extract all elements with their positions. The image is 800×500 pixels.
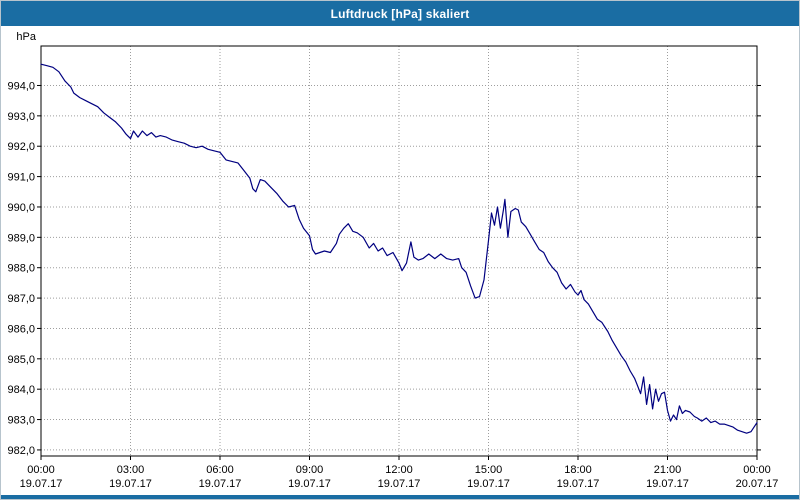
svg-text:992,0: 992,0 [7, 141, 35, 153]
svg-text:09:00: 09:00 [296, 464, 324, 476]
svg-text:993,0: 993,0 [7, 111, 35, 123]
svg-text:19.07.17: 19.07.17 [20, 478, 63, 490]
title-bar: Luftdruck [hPa] skaliert [1, 1, 799, 26]
svg-text:12:00: 12:00 [385, 464, 413, 476]
svg-text:19.07.17: 19.07.17 [646, 478, 689, 490]
svg-text:982,0: 982,0 [7, 445, 35, 457]
svg-text:00:00: 00:00 [27, 464, 55, 476]
svg-text:19.07.17: 19.07.17 [467, 478, 510, 490]
svg-text:991,0: 991,0 [7, 172, 35, 184]
svg-text:19.07.17: 19.07.17 [109, 478, 152, 490]
svg-text:18:00: 18:00 [564, 464, 592, 476]
svg-text:19.07.17: 19.07.17 [288, 478, 331, 490]
svg-text:988,0: 988,0 [7, 263, 35, 275]
bottom-bar [1, 495, 799, 499]
svg-text:03:00: 03:00 [117, 464, 145, 476]
svg-text:994,0: 994,0 [7, 80, 35, 92]
chart-title: Luftdruck [hPa] skaliert [330, 6, 470, 21]
svg-text:983,0: 983,0 [7, 415, 35, 427]
svg-text:989,0: 989,0 [7, 232, 35, 244]
svg-text:20.07.17: 20.07.17 [736, 478, 779, 490]
svg-text:06:00: 06:00 [206, 464, 234, 476]
svg-text:19.07.17: 19.07.17 [199, 478, 242, 490]
svg-text:19.07.17: 19.07.17 [378, 478, 421, 490]
svg-text:987,0: 987,0 [7, 293, 35, 305]
pressure-line-chart: 994,0 993,0 992,0 991,0 990,0 989,0 988,0 987,0… [7, 31, 779, 490]
svg-text:00:00: 00:00 [743, 464, 771, 476]
svg-text:19.07.17: 19.07.17 [557, 478, 600, 490]
svg-text:hPa: hPa [16, 31, 36, 43]
svg-text:985,0: 985,0 [7, 354, 35, 366]
svg-text:15:00: 15:00 [475, 464, 503, 476]
svg-text:986,0: 986,0 [7, 323, 35, 335]
svg-text:984,0: 984,0 [7, 384, 35, 396]
chart-area: 994,0 993,0 992,0 991,0 990,0 989,0 988,0 987,0… [1, 26, 799, 496]
svg-text:990,0: 990,0 [7, 202, 35, 214]
svg-text:21:00: 21:00 [654, 464, 682, 476]
